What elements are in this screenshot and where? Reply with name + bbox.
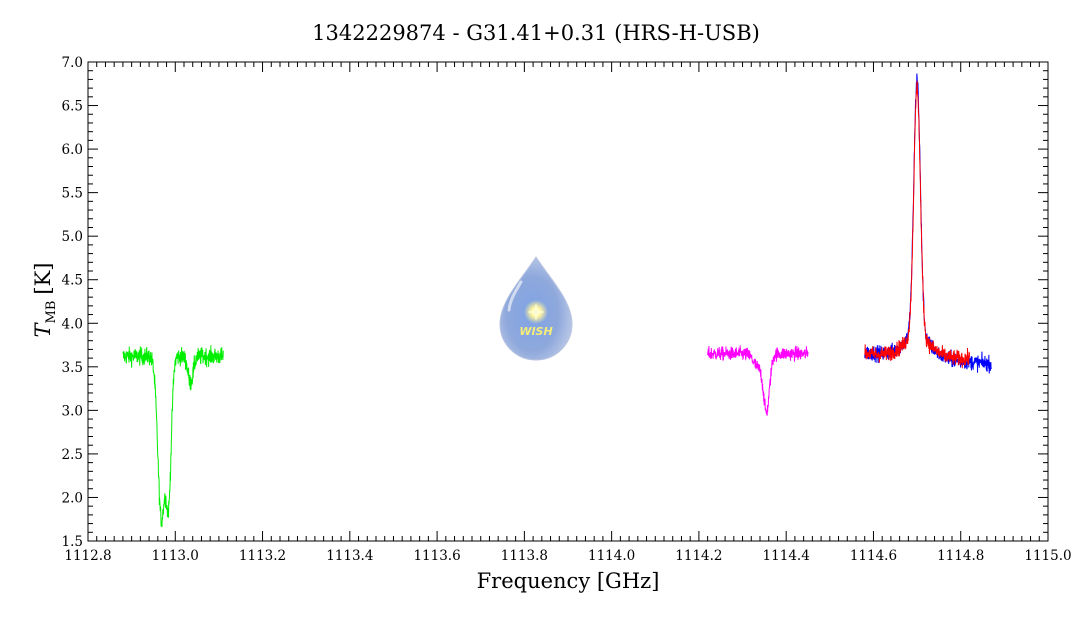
y-tick-label: 2.0 bbox=[62, 490, 83, 506]
x-tick-label: 1114.8 bbox=[937, 548, 984, 564]
x-tick-label: 1114.6 bbox=[850, 548, 897, 564]
tick-labels: 1112.8 1113.0 1113.2 1113.4 1113.6 1113.8 1114… bbox=[62, 55, 1072, 564]
x-tick-label: 1113.6 bbox=[413, 548, 460, 564]
x-tick-label: 1114.0 bbox=[588, 548, 635, 564]
x-tick-label: 1113.8 bbox=[501, 548, 548, 564]
ticks-layer bbox=[87, 61, 1049, 542]
y-axis-label: TMB [K] bbox=[31, 263, 59, 338]
chart-title: 1342229874 - G31.41+0.31 (HRS-H-USB) bbox=[312, 21, 760, 45]
x-tick-label: 1112.8 bbox=[64, 548, 111, 564]
y-tick-label: 1.5 bbox=[62, 534, 83, 550]
wish-logo-text: WISH bbox=[519, 325, 552, 338]
x-tick-label: 1113.0 bbox=[152, 548, 199, 564]
y-tick-label: 2.5 bbox=[62, 447, 83, 463]
x-tick-label: 1115.0 bbox=[1024, 548, 1071, 564]
x-tick-label: 1113.4 bbox=[326, 548, 373, 564]
y-tick-label: 3.0 bbox=[62, 403, 83, 419]
x-tick-label: 1113.2 bbox=[239, 548, 286, 564]
x-axis-label: Frequency [GHz] bbox=[477, 569, 660, 593]
wish-logo: WISH bbox=[499, 256, 573, 361]
y-tick-label: 4.0 bbox=[62, 316, 83, 332]
spectrum-series-0 bbox=[122, 345, 224, 528]
y-axis-label-unit: [K] bbox=[31, 263, 55, 295]
y-tick-label: 4.5 bbox=[62, 273, 83, 289]
y-axis-label-sub: MB bbox=[44, 301, 59, 324]
x-tick-label: 1114.4 bbox=[763, 548, 810, 564]
series-layer bbox=[122, 73, 992, 528]
plot-frame bbox=[87, 61, 1049, 542]
svg-text:TMB[K]: TMB [K] bbox=[31, 263, 59, 338]
spectrum-series-2 bbox=[864, 73, 992, 374]
x-tick-label: 1114.2 bbox=[675, 548, 722, 564]
spectrum-series-1 bbox=[707, 345, 809, 416]
y-tick-label: 6.0 bbox=[62, 142, 83, 158]
y-tick-label: 6.5 bbox=[62, 99, 83, 115]
spectrum-series-3 bbox=[864, 80, 970, 369]
y-tick-label: 5.0 bbox=[62, 229, 83, 245]
y-tick-label: 7.0 bbox=[62, 55, 83, 71]
y-tick-label: 3.5 bbox=[62, 360, 83, 376]
y-axis-label-main: T bbox=[31, 321, 55, 337]
y-tick-label: 5.5 bbox=[62, 186, 83, 202]
